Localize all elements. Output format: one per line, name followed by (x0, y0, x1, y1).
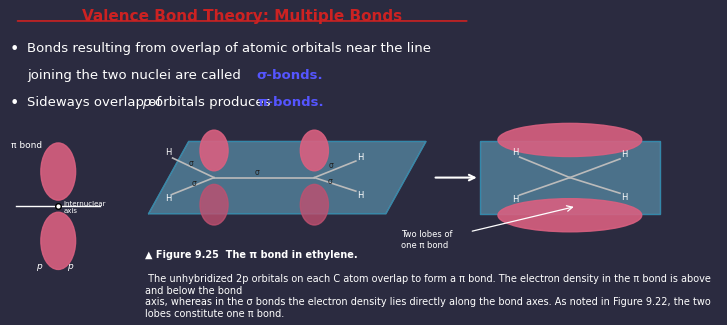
Ellipse shape (300, 184, 329, 225)
Text: σ-bonds.: σ-bonds. (257, 69, 324, 82)
Text: -orbitals produces: -orbitals produces (150, 96, 275, 109)
Text: σ: σ (329, 161, 334, 170)
Polygon shape (480, 141, 660, 214)
Text: p: p (142, 96, 150, 109)
Text: Internuclear
axis: Internuclear axis (63, 201, 106, 214)
Text: H: H (165, 194, 172, 202)
Text: σ: σ (254, 168, 259, 177)
Text: π bond: π bond (12, 140, 43, 150)
Text: ▲ Figure 9.25  The π bond in ethylene.: ▲ Figure 9.25 The π bond in ethylene. (145, 250, 358, 260)
Text: H: H (357, 190, 363, 200)
Text: H: H (512, 149, 518, 157)
Ellipse shape (498, 124, 642, 157)
Text: p: p (36, 262, 42, 271)
Text: H: H (622, 150, 628, 160)
Ellipse shape (41, 212, 76, 269)
Text: H: H (622, 193, 628, 202)
Text: joining the two nuclei are called: joining the two nuclei are called (27, 69, 245, 82)
Text: σ: σ (192, 179, 197, 188)
Text: H: H (512, 195, 518, 204)
Text: p: p (67, 262, 73, 271)
Polygon shape (148, 141, 426, 214)
Ellipse shape (498, 199, 642, 232)
Ellipse shape (200, 184, 228, 225)
Text: H: H (165, 149, 172, 157)
Ellipse shape (41, 143, 76, 200)
Text: π-bonds.: π-bonds. (257, 96, 324, 109)
Text: The unhybridized 2p orbitals on each C atom overlap to form a π bond. The electr: The unhybridized 2p orbitals on each C a… (145, 274, 711, 319)
Text: Bonds resulting from overlap of atomic orbitals near the line: Bonds resulting from overlap of atomic o… (27, 42, 431, 55)
Ellipse shape (300, 130, 329, 171)
Text: •: • (9, 42, 19, 57)
Text: Valence Bond Theory: Multiple Bonds: Valence Bond Theory: Multiple Bonds (82, 9, 402, 24)
Text: σ: σ (328, 177, 332, 186)
Ellipse shape (200, 130, 228, 171)
Text: •: • (9, 96, 19, 111)
Text: Two lobes of
one π bond: Two lobes of one π bond (401, 230, 453, 250)
Text: H: H (357, 153, 363, 162)
Text: Sideways overlap of: Sideways overlap of (27, 96, 165, 109)
Text: σ: σ (188, 159, 193, 168)
